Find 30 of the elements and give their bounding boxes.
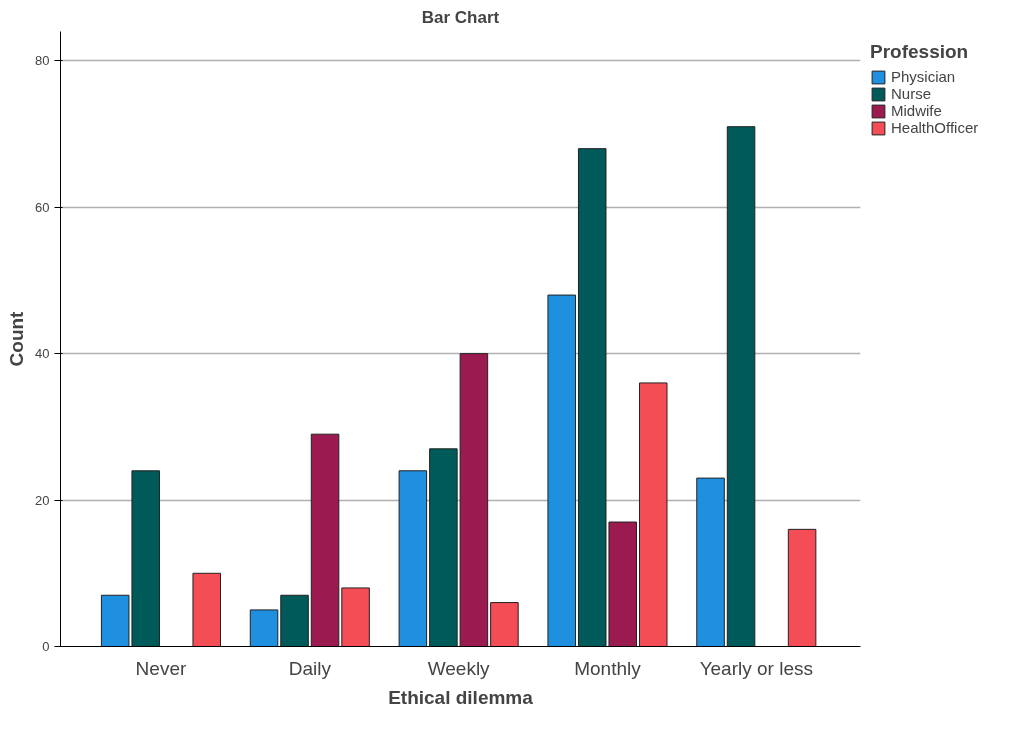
y-axis-title: Count — [6, 310, 28, 367]
y-tick-label: 60 — [35, 199, 50, 215]
bar — [696, 477, 725, 647]
legend-label: Nurse — [891, 85, 932, 102]
y-tick-label: 40 — [35, 346, 50, 362]
chart-title: Bar Chart — [421, 7, 500, 27]
bar — [547, 294, 576, 647]
bar — [638, 382, 668, 647]
bar — [249, 609, 279, 647]
bar — [726, 126, 756, 647]
y-tick-label: 0 — [42, 639, 50, 654]
x-tick-label: Weekly — [427, 657, 491, 679]
bar — [398, 470, 428, 647]
bar — [192, 572, 221, 647]
x-tick-label: Monthly — [574, 657, 642, 679]
legend-title: Profession — [870, 41, 970, 63]
y-tick-label: 80 — [35, 53, 50, 69]
bar — [310, 433, 340, 647]
y-tick-label: 20 — [35, 492, 50, 508]
x-axis-title: Ethical dilemma — [388, 686, 534, 708]
x-tick-label: Yearly or less — [699, 657, 813, 679]
legend-label: Midwife — [891, 102, 942, 119]
bar — [787, 528, 817, 647]
x-tick-label: Never — [135, 657, 187, 679]
bar — [280, 594, 309, 647]
bar — [341, 587, 370, 647]
legend-label: HealthOfficer — [891, 119, 979, 136]
x-tick-label: Daily — [288, 657, 332, 679]
bar — [490, 602, 519, 647]
legend-label: Physician — [891, 68, 956, 85]
